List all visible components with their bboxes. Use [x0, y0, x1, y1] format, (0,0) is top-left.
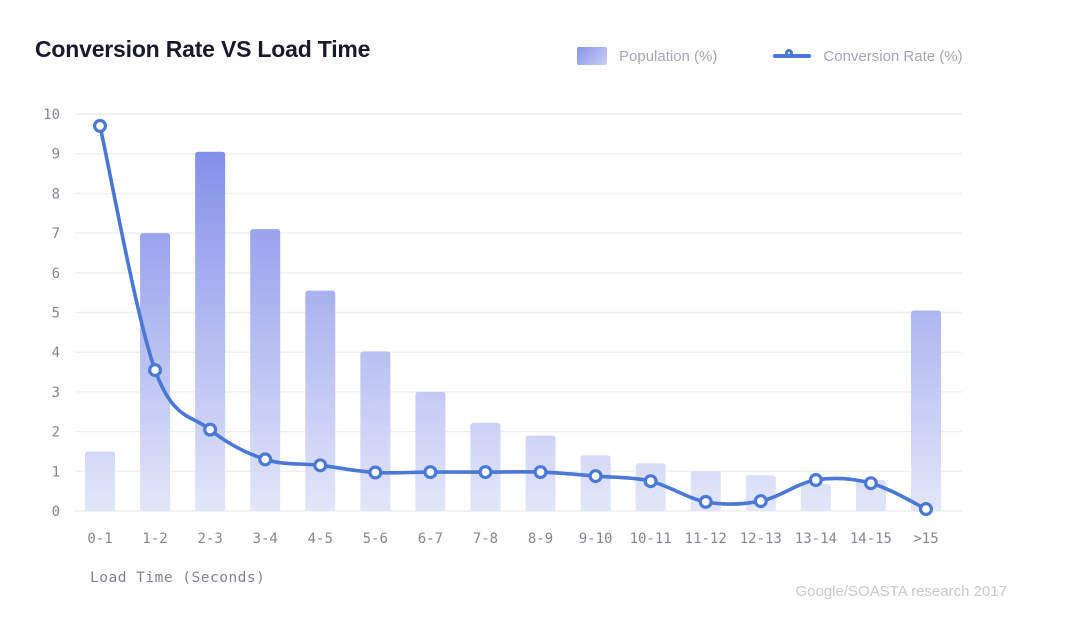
conversion-point: [368, 465, 383, 480]
population-bar: [360, 351, 391, 511]
conversion-point: [588, 469, 603, 484]
chart-title: Conversion Rate VS Load Time: [35, 36, 371, 62]
x-axis-tick-label: 2-3: [197, 531, 222, 547]
conversion-point: [423, 465, 438, 480]
conversion-point: [203, 422, 218, 437]
conversion-point: [533, 465, 548, 480]
x-axis-tick-label: 9-10: [579, 531, 613, 547]
x-axis-tick-label: 13-14: [795, 531, 837, 547]
population-bar: [911, 310, 941, 511]
population-bar: [415, 391, 446, 511]
y-axis-tick-label: 2: [52, 425, 60, 441]
population-bar: [85, 451, 115, 511]
population-bar: [855, 480, 886, 511]
x-axis-tick-label: 6-7: [418, 531, 443, 547]
x-axis-tick-label: 14-15: [850, 531, 892, 547]
x-axis-tick-label: 7-8: [473, 531, 498, 547]
x-axis-tick-label: 10-11: [630, 531, 672, 547]
y-axis-tick-label: 9: [52, 147, 60, 163]
x-axis-tick-label: 8-9: [528, 531, 553, 547]
population-bar: [580, 455, 611, 511]
population-legend-label: Population (%): [619, 47, 718, 65]
x-axis-tick-label: 3-4: [253, 531, 278, 547]
conversion-point: [313, 458, 328, 473]
y-axis-tick-label: 0: [52, 504, 60, 520]
x-axis-tick-label: 11-12: [685, 531, 727, 547]
chart-legend: Population (%) Conversion Rate (%): [577, 44, 963, 68]
conversion-point: [643, 474, 658, 489]
conversion-point: [148, 363, 163, 378]
source-attribution: Google/SOASTA research 2017: [795, 583, 1007, 600]
conversion-point: [918, 502, 933, 517]
conversion-point: [863, 476, 878, 491]
x-axis-tick-label: 0-1: [87, 531, 112, 547]
y-axis-tick-label: 1: [52, 464, 60, 480]
conversion-point: [808, 473, 823, 488]
conversion-point: [92, 118, 107, 133]
conversion-legend-label: Conversion Rate (%): [823, 47, 963, 65]
x-axis-tick-label: 1-2: [142, 531, 167, 547]
conversion-legend-marker-icon: [773, 47, 812, 65]
x-axis-tick-label: >15: [913, 531, 938, 547]
legend-circle-icon: [785, 49, 794, 57]
y-axis-tick-label: 5: [52, 306, 60, 322]
population-bar: [800, 484, 831, 511]
x-axis-tick-label: 5-6: [363, 531, 388, 547]
population-bar: [195, 151, 226, 511]
conversion-point: [478, 465, 493, 480]
population-bar: [250, 229, 281, 511]
x-axis-title: Load Time (Seconds): [90, 570, 266, 586]
conversion-point: [698, 494, 713, 509]
conversion-point: [753, 494, 768, 509]
y-axis-tick-label: 10: [43, 107, 60, 123]
legend-line-icon: [773, 54, 812, 58]
y-axis-tick-label: 6: [52, 266, 60, 282]
x-axis-tick-label: 12-13: [740, 531, 782, 547]
y-axis-tick-label: 3: [52, 385, 60, 401]
y-axis-tick-label: 4: [52, 345, 60, 361]
conversion-point: [258, 452, 273, 467]
population-bar: [305, 290, 336, 511]
y-axis-tick-label: 8: [52, 186, 60, 202]
population-legend-swatch-icon: [577, 47, 607, 65]
y-axis-tick-label: 7: [52, 226, 60, 242]
x-axis-tick-label: 4-5: [308, 531, 333, 547]
